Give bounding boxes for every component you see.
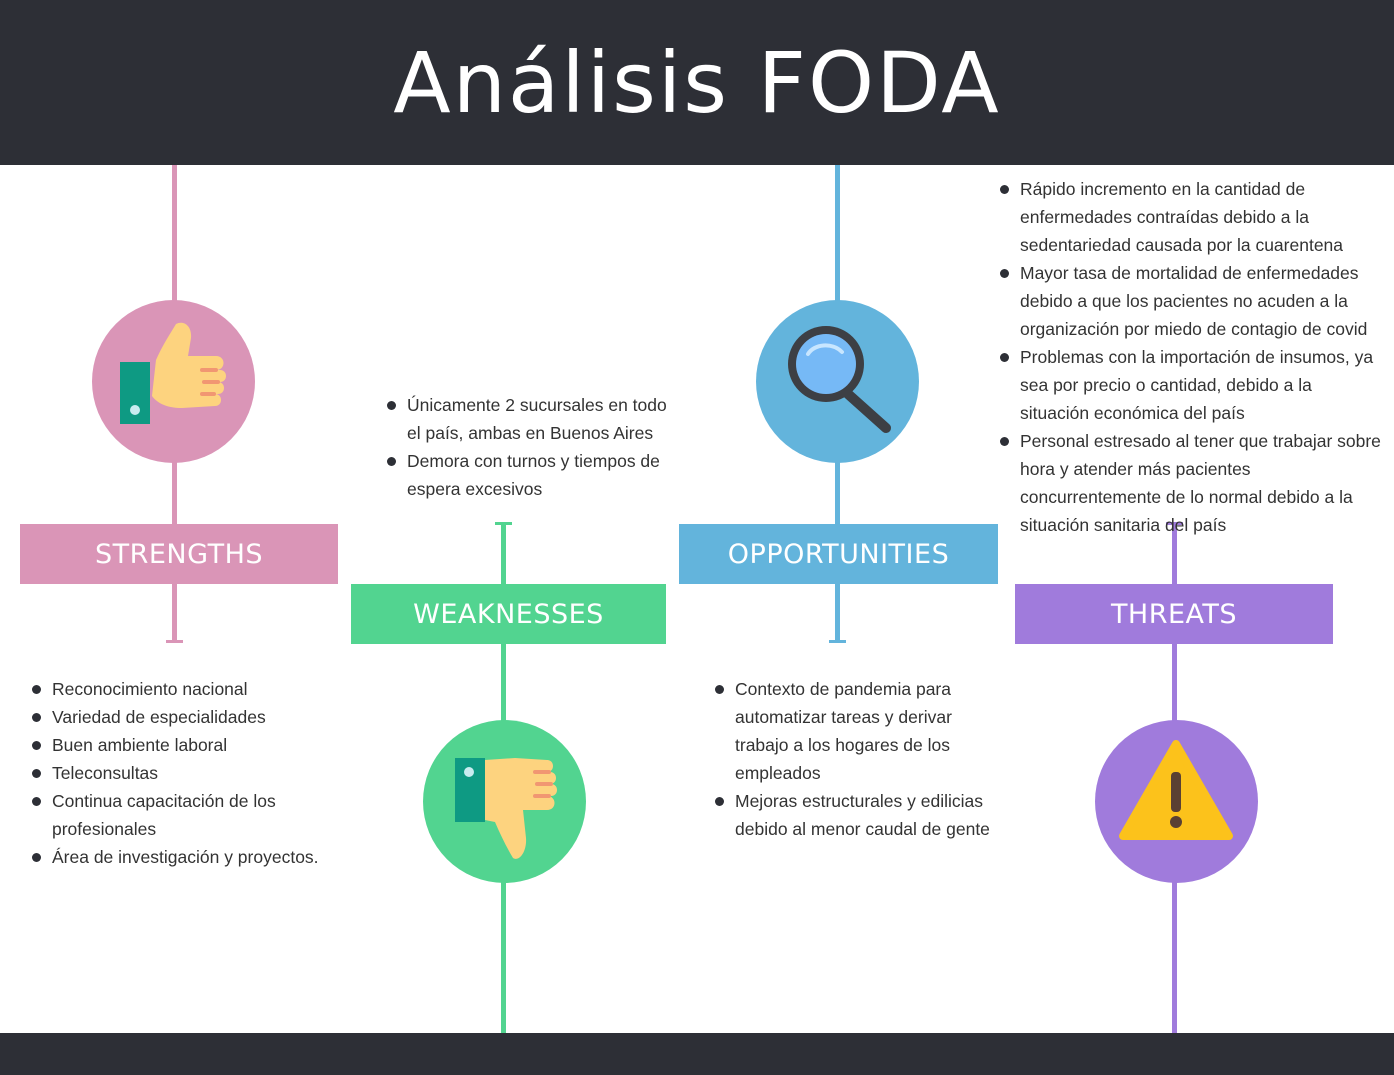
list-item: Mayor tasa de mortalidad de enfermedades… <box>1000 259 1394 343</box>
list-item: Continua capacitación de los profesional… <box>32 787 332 843</box>
list-item: Teleconsultas <box>32 759 332 787</box>
weaknesses-circle <box>423 720 586 883</box>
opportunities-line-cap <box>829 640 846 643</box>
thumbs-up-icon <box>120 322 226 424</box>
thumbs-down-icon <box>455 758 557 859</box>
opportunities-banner: OPPORTUNITIES <box>679 524 998 584</box>
warning-icon <box>1119 740 1233 840</box>
weaknesses-list: Únicamente 2 sucursales en todo el país,… <box>387 391 677 503</box>
strengths-list: Reconocimiento nacional Variedad de espe… <box>32 675 332 871</box>
footer-bar <box>0 1033 1394 1075</box>
list-item: Contexto de pandemia para automatizar ta… <box>715 675 1000 787</box>
list-item: Problemas con la importación de insumos,… <box>1000 343 1394 427</box>
weaknesses-label: WEAKNESSES <box>413 599 604 630</box>
strengths-banner: STRENGTHS <box>20 524 338 584</box>
magnifier-icon <box>788 326 891 433</box>
header-bar: Análisis FODA <box>0 0 1394 165</box>
list-item: Área de investigación y proyectos. <box>32 843 332 871</box>
list-item: Buen ambiente laboral <box>32 731 332 759</box>
list-item: Mejoras estructurales y edilicias debido… <box>715 787 1000 843</box>
list-item: Únicamente 2 sucursales en todo el país,… <box>387 391 677 447</box>
list-item: Reconocimiento nacional <box>32 675 332 703</box>
strengths-line-cap <box>166 640 183 643</box>
opportunities-list: Contexto de pandemia para automatizar ta… <box>715 675 1000 843</box>
list-item: Demora con turnos y tiempos de espera ex… <box>387 447 677 503</box>
list-item: Personal estresado al tener que trabajar… <box>1000 427 1394 539</box>
opportunities-circle <box>756 300 919 463</box>
threats-circle <box>1095 720 1258 883</box>
page-title: Análisis FODA <box>393 34 1001 132</box>
strengths-label: STRENGTHS <box>94 539 264 570</box>
opportunities-label: OPPORTUNITIES <box>727 539 950 570</box>
threats-label: THREATS <box>1110 599 1238 630</box>
strengths-circle <box>92 300 255 463</box>
weaknesses-banner: WEAKNESSES <box>351 584 666 644</box>
threats-list: Rápido incremento en la cantidad de enfe… <box>1000 175 1394 539</box>
list-item: Variedad de especialidades <box>32 703 332 731</box>
list-item: Rápido incremento en la cantidad de enfe… <box>1000 175 1394 259</box>
threats-banner: THREATS <box>1015 584 1333 644</box>
